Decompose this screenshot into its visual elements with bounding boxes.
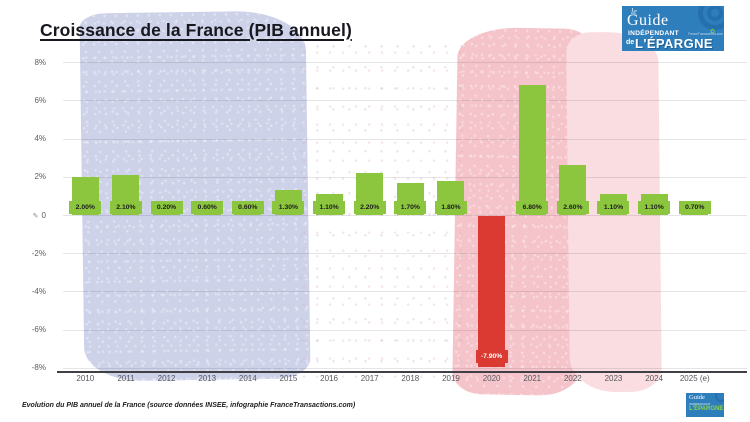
y-axis-tick-label: ✎ 0 <box>32 210 46 220</box>
x-axis-tick-label: 2021 <box>523 374 542 383</box>
bar-value-label: -7.90% <box>475 349 508 363</box>
bar-value-label: 2.00% <box>69 201 102 214</box>
gridline <box>63 367 747 369</box>
gridline <box>63 253 747 255</box>
y-axis-tick-label: 8% <box>34 57 46 67</box>
x-axis-tick-label: 2024 <box>645 374 663 383</box>
logo-text-de: de <box>626 39 635 46</box>
y-axis-tick-label: 6% <box>34 95 46 105</box>
bar-value-label: 1.70% <box>394 201 427 214</box>
bar-value-label: 2.60% <box>556 201 589 214</box>
bar-value-label: 0.70% <box>678 201 711 214</box>
x-axis-tick-label: 2019 <box>442 374 460 383</box>
mini-logo-text-epargne: L'ÉPARGNE <box>689 406 724 412</box>
bar-value-label: 2.20% <box>353 201 386 214</box>
bar <box>478 216 506 367</box>
x-axis-tick-label: 2012 <box>157 374 176 383</box>
bar-value-label: 2.10% <box>109 201 142 214</box>
leaf-icon: ✿ <box>710 29 716 35</box>
bar-value-label: 6.80% <box>516 201 549 214</box>
x-axis-tick-label: 2014 <box>238 374 257 383</box>
x-axis-tick-label: 2022 <box>563 374 582 383</box>
y-axis-tick-label: -8% <box>31 363 46 373</box>
logo-circle-decoration-inner <box>707 6 723 21</box>
bar-value-label: 1.80% <box>434 201 467 214</box>
gridline <box>63 329 747 331</box>
logo-text-guide: Guide <box>627 12 669 29</box>
bar-value-label: 0.60% <box>191 201 224 214</box>
x-axis-tick-label: 2025 (e) <box>679 374 710 383</box>
logo-text-independant: INDÉPENDANT <box>628 30 679 37</box>
logo-circle-decoration <box>698 6 724 30</box>
gridline <box>63 291 747 293</box>
x-axis-tick-label: 2015 <box>279 374 298 383</box>
x-axis-tick-label: 2023 <box>604 374 623 383</box>
bar-value-label: 1.10% <box>313 201 346 214</box>
x-axis-line <box>57 371 747 373</box>
bar-value-label: 0.20% <box>150 201 183 214</box>
guide-epargne-mini-logo: Guide INDÉPENDANT L'ÉPARGNE <box>686 393 724 417</box>
x-axis-tick-label: 2013 <box>198 374 217 383</box>
logo-text-le: le <box>631 7 637 16</box>
pencil-icon: ✎ <box>32 212 39 220</box>
bar-value-label: 1.10% <box>638 201 671 214</box>
source-caption: Evolution du PIB annuel de la France (so… <box>22 402 356 409</box>
mini-logo-text-guide: Guide <box>689 394 705 401</box>
logo-text-site: FranceTransactions.com <box>688 32 723 36</box>
x-axis-tick-label: 2016 <box>320 374 338 383</box>
bar-value-label: 1.10% <box>597 201 630 214</box>
y-axis-tick-label: -6% <box>31 325 46 335</box>
guide-epargne-logo: le Guide INDÉPENDANT FranceTransactions.… <box>622 6 724 51</box>
page-title: Croissance de la France (PIB annuel) <box>40 20 352 40</box>
y-axis-tick-label: 2% <box>34 172 46 182</box>
x-axis-tick-label: 2011 <box>117 374 135 383</box>
x-axis-tick-label: 2017 <box>360 374 379 383</box>
gridline <box>63 176 747 178</box>
bar-value-label: 0.60% <box>231 201 264 214</box>
logo-text-epargne: L'ÉPARGNE <box>635 36 713 51</box>
y-axis-tick-label: -4% <box>31 286 46 296</box>
x-axis-tick-label: 2018 <box>401 374 420 383</box>
y-axis-tick-label: 4% <box>34 134 46 144</box>
gridline <box>63 215 747 216</box>
x-axis-tick-label: 2020 <box>482 374 501 383</box>
y-axis-tick-label: -2% <box>31 248 46 258</box>
x-axis-tick-label: 2010 <box>76 374 95 383</box>
mini-logo-circle-decoration <box>715 393 724 402</box>
gridline <box>63 62 747 64</box>
bar <box>518 85 546 215</box>
mini-logo-text-independant: INDÉPENDANT <box>689 402 711 406</box>
gridline <box>63 100 747 102</box>
bar-value-label: 1.30% <box>272 201 305 214</box>
gridline <box>63 138 747 140</box>
